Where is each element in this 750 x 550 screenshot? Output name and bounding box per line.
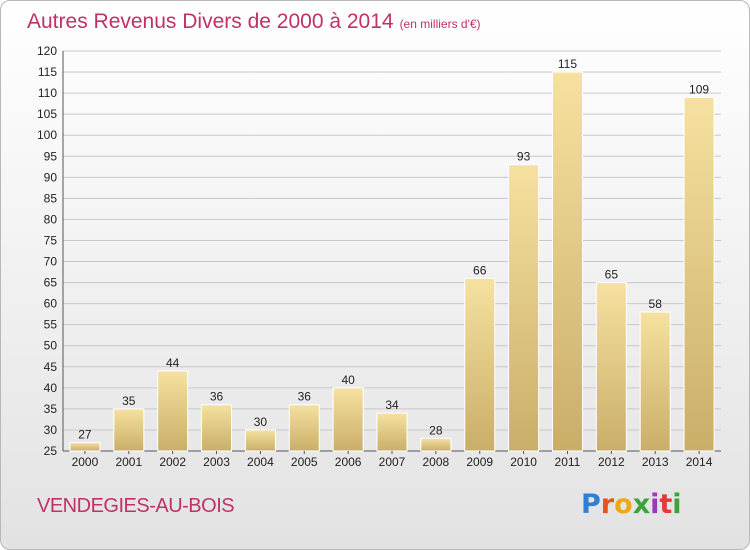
data-label: 115 — [558, 57, 577, 71]
y-tick-label: 25 — [44, 444, 58, 458]
y-tick-label: 40 — [44, 381, 58, 395]
logo-letter: t — [659, 489, 673, 520]
bar — [288, 404, 320, 452]
x-tick-label: 2006 — [335, 455, 362, 469]
y-tick-label: 30 — [44, 423, 58, 437]
y-tick-label: 65 — [44, 276, 58, 290]
bar — [551, 71, 583, 452]
bar — [113, 408, 145, 452]
x-tick-label: 2008 — [423, 455, 450, 469]
x-tick-label: 2003 — [203, 455, 230, 469]
bar — [332, 387, 364, 452]
x-tick-label: 2014 — [686, 455, 713, 469]
y-tick-label: 85 — [44, 191, 58, 205]
y-tick-label: 90 — [44, 170, 58, 184]
y-tick-label: 50 — [44, 339, 58, 353]
y-tick-label: 80 — [44, 212, 58, 226]
data-label: 34 — [385, 398, 399, 412]
data-label: 40 — [341, 373, 355, 387]
bar — [595, 282, 627, 452]
y-tick-label: 55 — [44, 318, 58, 332]
x-tick-label: 2002 — [159, 455, 186, 469]
x-tick-label: 2007 — [379, 455, 406, 469]
x-tick-label: 2004 — [247, 455, 274, 469]
x-tick-label: 2010 — [510, 455, 537, 469]
data-label: 36 — [298, 390, 312, 404]
x-tick-label: 2005 — [291, 455, 318, 469]
x-tick-label: 2012 — [598, 455, 625, 469]
commune-name: VENDEGIES-AU-BOIS — [37, 495, 235, 517]
proxiti-logo: Proxiti — [581, 489, 682, 520]
bar — [157, 370, 189, 452]
data-label: 44 — [166, 356, 180, 370]
logo-letter: P — [581, 489, 601, 520]
bar — [464, 277, 496, 452]
y-tick-label: 60 — [44, 297, 58, 311]
y-tick-label: 115 — [38, 65, 57, 79]
chart-unit: (en milliers d'€) — [399, 17, 481, 31]
bar — [244, 429, 276, 452]
logo-letter: i — [672, 489, 682, 520]
y-tick-label: 95 — [44, 149, 58, 163]
logo-letter: x — [632, 489, 651, 520]
bar — [639, 311, 671, 452]
x-tick-label: 2000 — [72, 455, 99, 469]
logo-letter: o — [614, 489, 633, 520]
bar — [683, 96, 715, 452]
x-tick-label: 2001 — [115, 455, 142, 469]
logo-letter: r — [600, 489, 615, 520]
bar — [508, 164, 540, 452]
y-tick-label: 75 — [44, 233, 58, 247]
bar — [201, 404, 233, 452]
x-tick-label: 2009 — [466, 455, 493, 469]
bar — [376, 412, 408, 452]
y-tick-label: 110 — [38, 86, 57, 100]
x-tick-label: 2011 — [555, 455, 581, 469]
y-tick-label: 120 — [37, 44, 57, 58]
data-label: 65 — [605, 268, 619, 282]
y-tick-label: 70 — [44, 255, 58, 269]
data-label: 27 — [78, 428, 92, 442]
bar — [420, 437, 452, 452]
chart-title: Autres Revenus Divers de 2000 à 2014 (en … — [27, 10, 481, 34]
x-tick-label: 2013 — [642, 455, 669, 469]
y-tick-label: 45 — [44, 360, 58, 374]
data-label: 28 — [429, 423, 443, 437]
y-tick-label: 105 — [37, 107, 57, 121]
data-label: 109 — [689, 82, 709, 96]
y-tick-label: 100 — [37, 128, 57, 142]
chart-title-text: Autres Revenus Divers de 2000 à 2014 — [27, 10, 394, 33]
bar — [69, 442, 101, 452]
logo-letter: i — [650, 489, 660, 520]
data-label: 58 — [649, 297, 663, 311]
data-label: 35 — [122, 394, 136, 408]
y-tick-label: 35 — [44, 402, 58, 416]
data-label: 30 — [254, 415, 268, 429]
data-label: 66 — [473, 263, 487, 277]
data-label: 36 — [210, 390, 224, 404]
data-label: 93 — [517, 150, 531, 164]
